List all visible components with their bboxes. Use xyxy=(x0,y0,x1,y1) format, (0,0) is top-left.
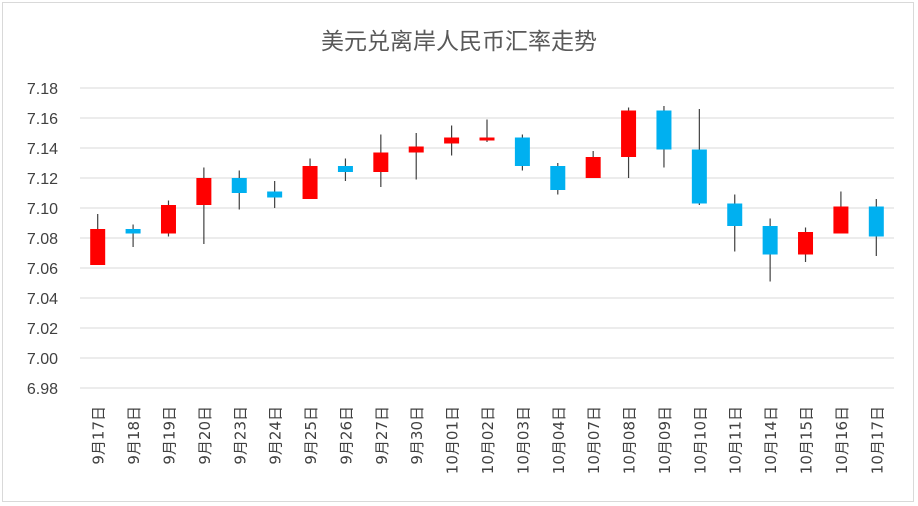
candle-body-up xyxy=(90,229,106,265)
candle-body-up xyxy=(621,110,637,157)
y-axis: 6.98 7.00 7.02 7.04 7.06 7.08 7.10 7.12 7.14 7.16… xyxy=(27,81,58,398)
candle-body-down xyxy=(125,229,141,234)
x-tick-label: 9月27日 xyxy=(373,406,391,465)
x-tick-label: 10月08日 xyxy=(621,406,639,474)
candle xyxy=(514,134,530,171)
candle-body-up xyxy=(196,178,212,205)
x-tick-label: 10月09日 xyxy=(656,406,674,474)
candle-body-up xyxy=(833,206,849,234)
y-tick-label: 7.08 xyxy=(27,231,58,248)
candle xyxy=(479,119,495,142)
candle-body-down xyxy=(727,203,743,226)
x-tick-label: 10月17日 xyxy=(868,406,886,474)
y-tick-label: 7.10 xyxy=(27,201,58,218)
gridlines xyxy=(80,87,894,389)
candle xyxy=(196,167,212,244)
candle-body-down xyxy=(267,191,283,198)
candle xyxy=(585,151,601,178)
candle-body-up xyxy=(160,205,176,234)
candle-body-down xyxy=(762,226,778,255)
x-tick-label: 9月17日 xyxy=(90,406,108,465)
candle xyxy=(408,133,424,180)
x-tick-label: 10月10日 xyxy=(691,406,709,474)
x-tick-label: 10月14日 xyxy=(762,406,780,474)
x-tick-label: 9月30日 xyxy=(408,406,426,465)
x-tick-label: 9月19日 xyxy=(160,406,178,465)
y-tick-label: 7.18 xyxy=(27,81,58,98)
candle-body-down xyxy=(337,166,353,172)
candle-body-up xyxy=(302,166,318,199)
candle xyxy=(762,218,778,282)
x-tick-label: 10月03日 xyxy=(514,406,532,474)
y-tick-label: 7.14 xyxy=(27,141,58,158)
x-tick-label: 10月01日 xyxy=(444,406,462,474)
candle xyxy=(691,109,707,205)
candle xyxy=(727,194,743,252)
candle xyxy=(798,227,814,262)
candle-body-down xyxy=(514,137,530,166)
candle xyxy=(302,158,318,199)
candle xyxy=(90,214,106,265)
x-tick-label: 10月16日 xyxy=(833,406,851,474)
y-tick-label: 7.00 xyxy=(27,351,58,368)
candle xyxy=(550,163,566,195)
candle xyxy=(373,134,389,187)
x-tick-label: 10月07日 xyxy=(585,406,603,474)
candle-body-down xyxy=(691,149,707,204)
x-tick-label: 9月20日 xyxy=(196,406,214,465)
candle-body-up xyxy=(479,137,495,141)
candle-body-up xyxy=(373,152,389,172)
candle-body-up xyxy=(585,157,601,178)
candle xyxy=(868,199,884,256)
candle-body-up xyxy=(408,146,424,153)
x-tick-label: 9月25日 xyxy=(302,406,320,465)
x-tick-label: 10月04日 xyxy=(550,406,568,474)
candle-body-down xyxy=(656,110,672,150)
candle xyxy=(160,200,176,237)
candle xyxy=(621,107,637,178)
x-tick-label: 9月23日 xyxy=(231,406,249,465)
candle xyxy=(656,106,672,168)
x-tick-label: 10月11日 xyxy=(727,406,745,474)
candle-body-up xyxy=(798,232,814,255)
candle xyxy=(444,125,460,156)
candle xyxy=(267,181,283,208)
y-tick-label: 7.04 xyxy=(27,291,58,308)
x-axis: 9月17日 9月18日 9月19日 9月20日 9月23日 9月24日 9月25日 9月26日… xyxy=(90,406,887,474)
x-tick-label: 9月18日 xyxy=(125,406,143,465)
x-tick-label: 9月24日 xyxy=(267,406,285,465)
candle xyxy=(125,224,141,247)
y-tick-label: 7.06 xyxy=(27,261,58,278)
candle xyxy=(833,191,849,234)
y-tick-label: 7.16 xyxy=(27,111,58,128)
x-tick-label: 10月15日 xyxy=(798,406,816,474)
candles xyxy=(90,106,884,282)
candle-body-up xyxy=(444,137,460,144)
x-tick-label: 9月26日 xyxy=(337,406,355,465)
candle-body-down xyxy=(868,206,884,237)
chart-title: 美元兑离岸人民币汇率走势 xyxy=(321,29,597,55)
candle-body-down xyxy=(550,166,566,190)
candle-body-down xyxy=(231,178,247,193)
y-tick-label: 7.12 xyxy=(27,171,58,188)
candle xyxy=(337,158,353,181)
y-tick-label: 6.98 xyxy=(27,381,58,398)
y-tick-label: 7.02 xyxy=(27,321,58,338)
x-tick-label: 10月02日 xyxy=(479,406,497,474)
candle xyxy=(231,170,247,210)
